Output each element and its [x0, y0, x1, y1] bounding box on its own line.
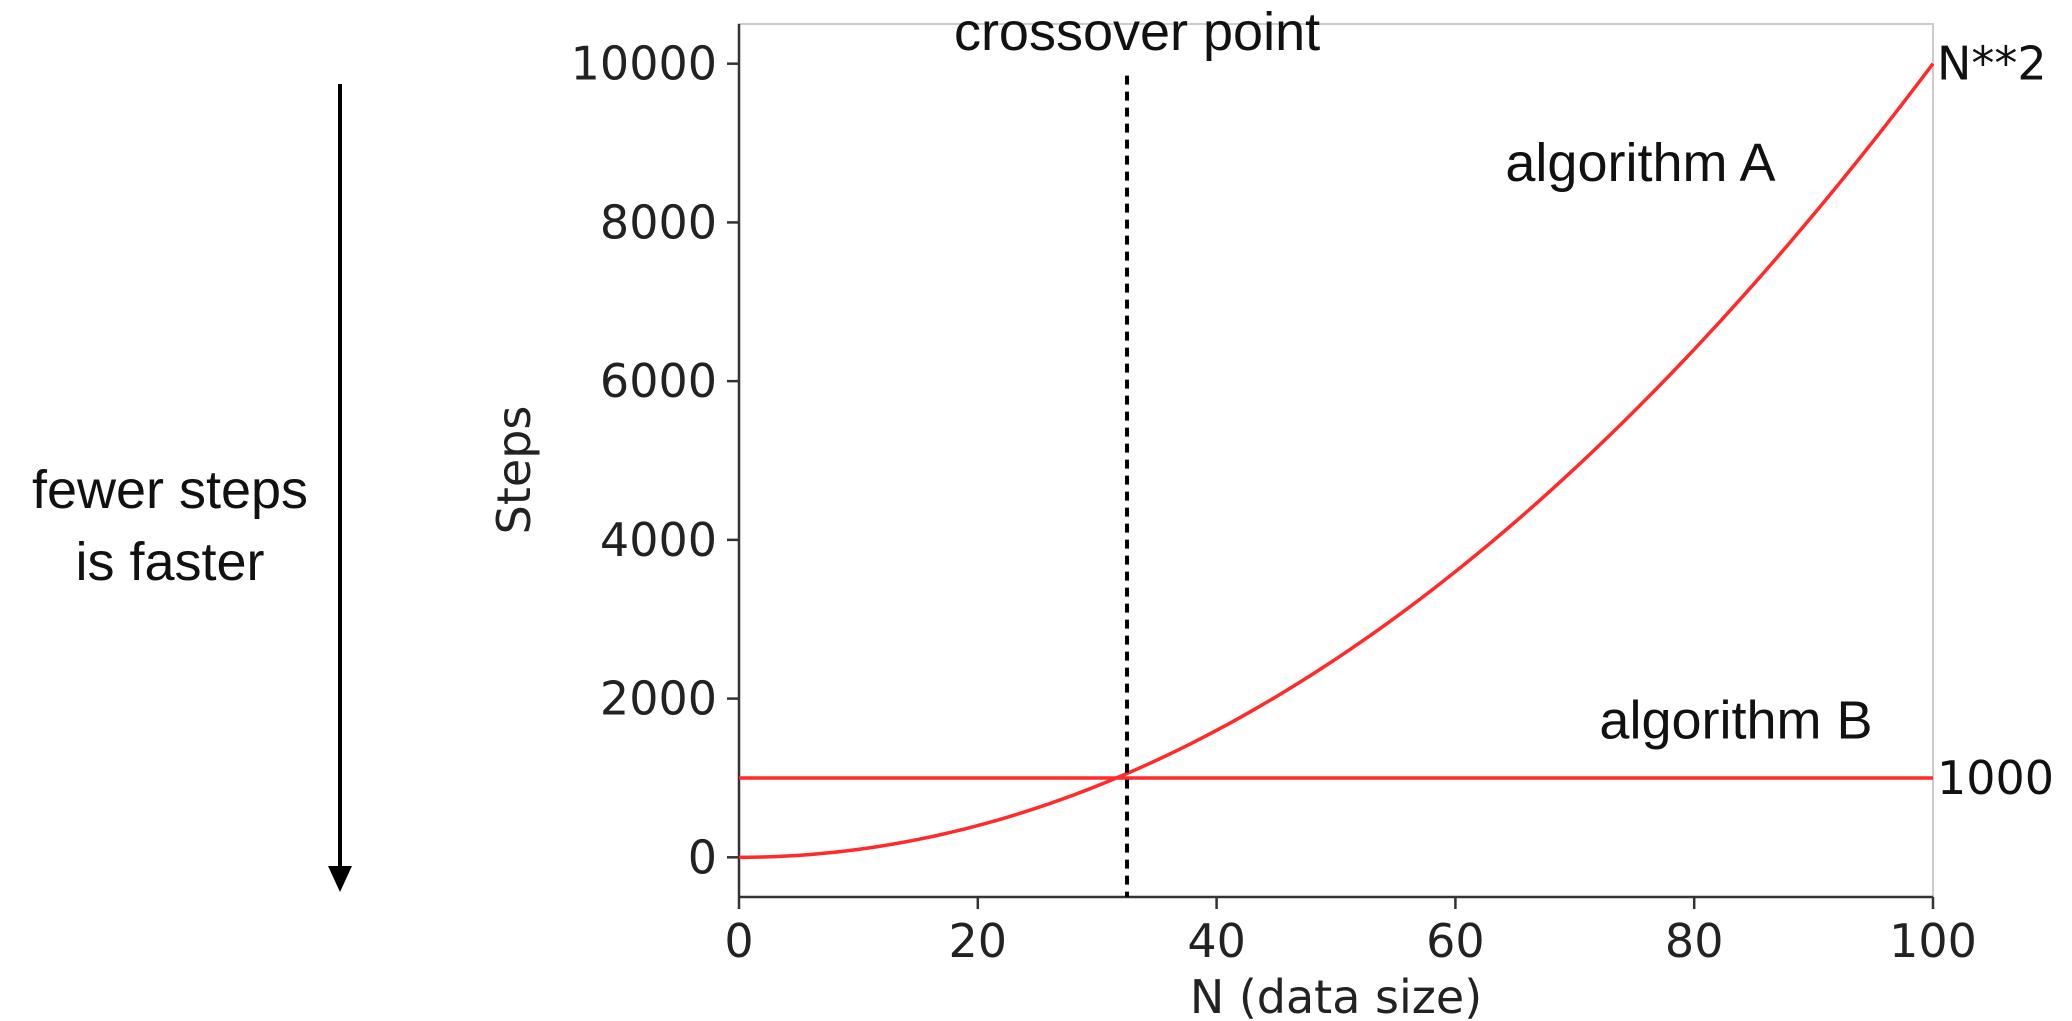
x-tick-label: 100 [1889, 914, 1977, 968]
x-tick-label: 60 [1426, 914, 1485, 968]
y-tick-label: 6000 [600, 354, 717, 408]
y-tick-label: 10000 [571, 37, 717, 91]
series-a-label: algorithm A [1505, 133, 1775, 193]
side-note-line2: is faster [75, 532, 264, 592]
y-tick-label: 2000 [600, 672, 717, 726]
series-b-label: algorithm B [1599, 690, 1872, 750]
crossover-label: crossover point [954, 2, 1320, 62]
series-layer [738, 62, 1935, 860]
y-tick-label: 4000 [600, 513, 717, 567]
side-note-line1: fewer steps [32, 460, 308, 520]
series-a-end-label: N**2 [1937, 37, 2047, 91]
faster-arrow-head [328, 866, 352, 892]
y-axis-label: Steps [487, 406, 541, 535]
series-a-line [738, 62, 1935, 860]
x-tick-label: 80 [1665, 914, 1724, 968]
y-tick-label: 8000 [600, 195, 717, 249]
x-tick-label: 0 [724, 914, 753, 968]
x-axis-label: N (data size) [1190, 970, 1482, 1021]
y-tick-label: 0 [688, 830, 717, 884]
x-tick-label: 40 [1187, 914, 1246, 968]
y-ticks: 0 2000 4000 6000 8000 10000 [571, 37, 739, 884]
x-tick-label: 20 [949, 914, 1008, 968]
x-ticks: 0 20 40 60 80 100 [724, 897, 1977, 968]
series-b-end-label: 1000 [1937, 751, 2054, 805]
